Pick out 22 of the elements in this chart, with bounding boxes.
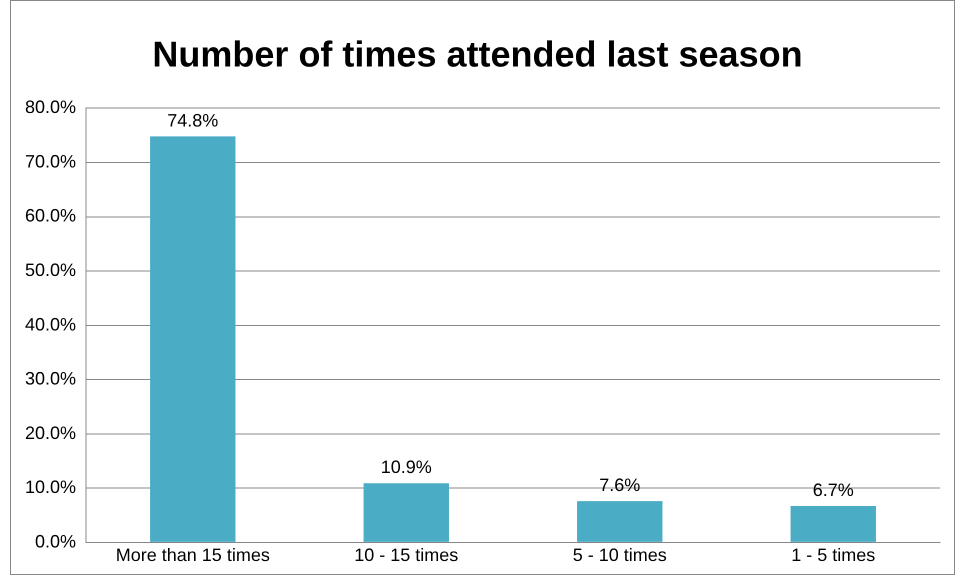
y-tick-label: 70.0% bbox=[24, 151, 76, 172]
y-tick-label: 30.0% bbox=[24, 368, 76, 389]
x-tick-label: More than 15 times bbox=[116, 545, 270, 566]
bar bbox=[577, 501, 662, 542]
y-tick-label: 50.0% bbox=[24, 260, 76, 280]
y-tick-label: 60.0% bbox=[24, 206, 76, 226]
x-tick-label: 10 - 15 times bbox=[354, 545, 458, 566]
x-tick-label: 5 - 10 times bbox=[572, 545, 667, 566]
bar bbox=[150, 136, 236, 542]
y-tick-label: 10.0% bbox=[24, 477, 76, 498]
bar bbox=[790, 506, 876, 542]
bar bbox=[364, 483, 449, 542]
data-label: 74.8% bbox=[167, 110, 218, 130]
data-label: 6.7% bbox=[812, 480, 854, 500]
y-tick-label: 40.0% bbox=[24, 314, 76, 334]
y-tick-label: 80.0% bbox=[24, 97, 76, 118]
data-label: 7.6% bbox=[599, 475, 640, 496]
y-tick-label: 20.0% bbox=[24, 422, 76, 443]
chart-title: Number of times attended last season bbox=[152, 34, 803, 75]
data-label: 10.9% bbox=[380, 457, 432, 478]
x-tick-label: 1 - 5 times bbox=[791, 545, 876, 566]
y-tick-label: 0.0% bbox=[35, 531, 76, 552]
